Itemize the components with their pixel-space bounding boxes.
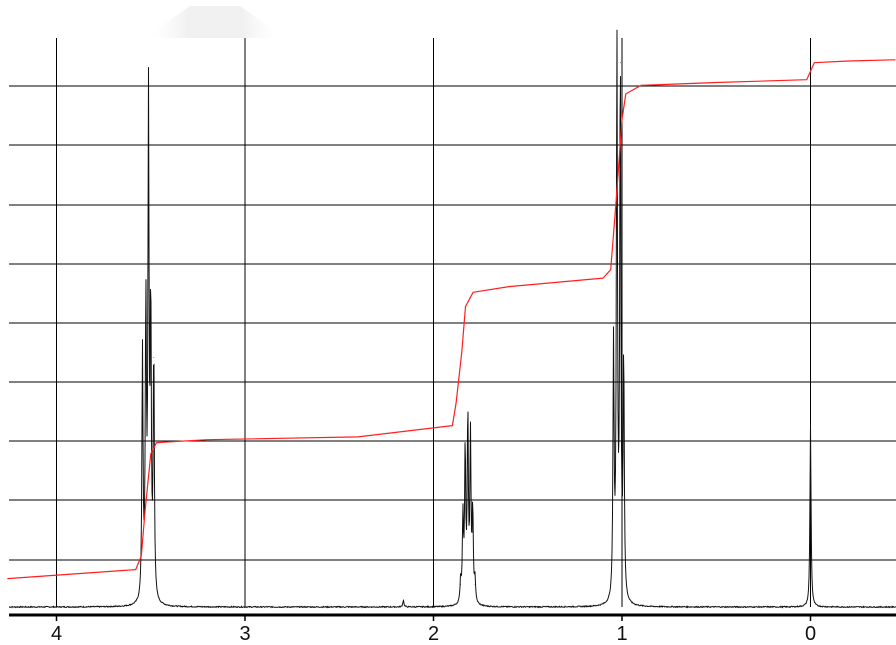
integral-point-6 — [156, 442, 157, 443]
integral-point-20 — [640, 85, 642, 86]
spectrum-trace — [8, 29, 896, 609]
integral-point-11 — [461, 351, 463, 353]
grid-lines — [9, 38, 896, 607]
peak-14 — [616, 50, 618, 52]
peak-10 — [470, 442, 471, 443]
peak-8 — [464, 453, 466, 455]
peak-11 — [472, 515, 474, 517]
integral-point-25 — [847, 60, 849, 62]
integral-point-5 — [150, 453, 152, 455]
peak-18 — [810, 425, 811, 426]
x-tick-label-1: 1 — [616, 623, 627, 645]
peak-9 — [467, 419, 469, 421]
peak-13 — [613, 351, 614, 353]
x-tick-label-3: 3 — [239, 623, 250, 645]
integral-point-23 — [810, 70, 811, 72]
integral-point-22 — [806, 79, 807, 80]
peak-5 — [153, 357, 155, 358]
integral-point-14 — [508, 286, 510, 287]
integral-point-1 — [7, 578, 8, 579]
integral-curve — [7, 59, 896, 580]
x-tick-label-2: 2 — [428, 623, 439, 645]
peak-15 — [619, 62, 621, 64]
integral-point-4 — [144, 510, 146, 511]
integral-point-2 — [135, 569, 136, 570]
integral-point-19 — [625, 93, 627, 95]
integral-point-7 — [207, 439, 208, 441]
watermark-shape — [145, 6, 285, 38]
integral-point-26 — [895, 59, 896, 61]
peak-2 — [145, 311, 147, 313]
integral-point-8 — [357, 436, 359, 438]
x-tick-label-4: 4 — [51, 623, 62, 645]
integral-point-16 — [610, 269, 611, 270]
peak-17 — [402, 599, 404, 601]
integral-point-18 — [621, 119, 623, 120]
peak-3 — [148, 113, 149, 115]
integral-point-10 — [455, 402, 457, 404]
integral-line — [7, 59, 896, 580]
x-axis-ticks: 4 3 2 1 0 — [51, 615, 816, 645]
integral-point-21 — [716, 82, 717, 83]
integral-point-17 — [616, 198, 617, 200]
peak-7 — [462, 521, 464, 523]
integral-point-13 — [472, 292, 474, 293]
peak-6 — [460, 583, 461, 585]
peak-12 — [474, 583, 476, 585]
peak-1 — [142, 357, 143, 358]
integral-point-24 — [814, 62, 815, 63]
integral-point-12 — [465, 306, 466, 307]
integral-point-15 — [602, 277, 604, 279]
integral-point-9 — [452, 425, 453, 426]
peak-4 — [150, 317, 152, 319]
peak-16 — [623, 362, 625, 364]
x-tick-label-0: 0 — [805, 623, 816, 645]
spectrum-line — [8, 29, 896, 609]
integral-point-3 — [141, 555, 142, 557]
